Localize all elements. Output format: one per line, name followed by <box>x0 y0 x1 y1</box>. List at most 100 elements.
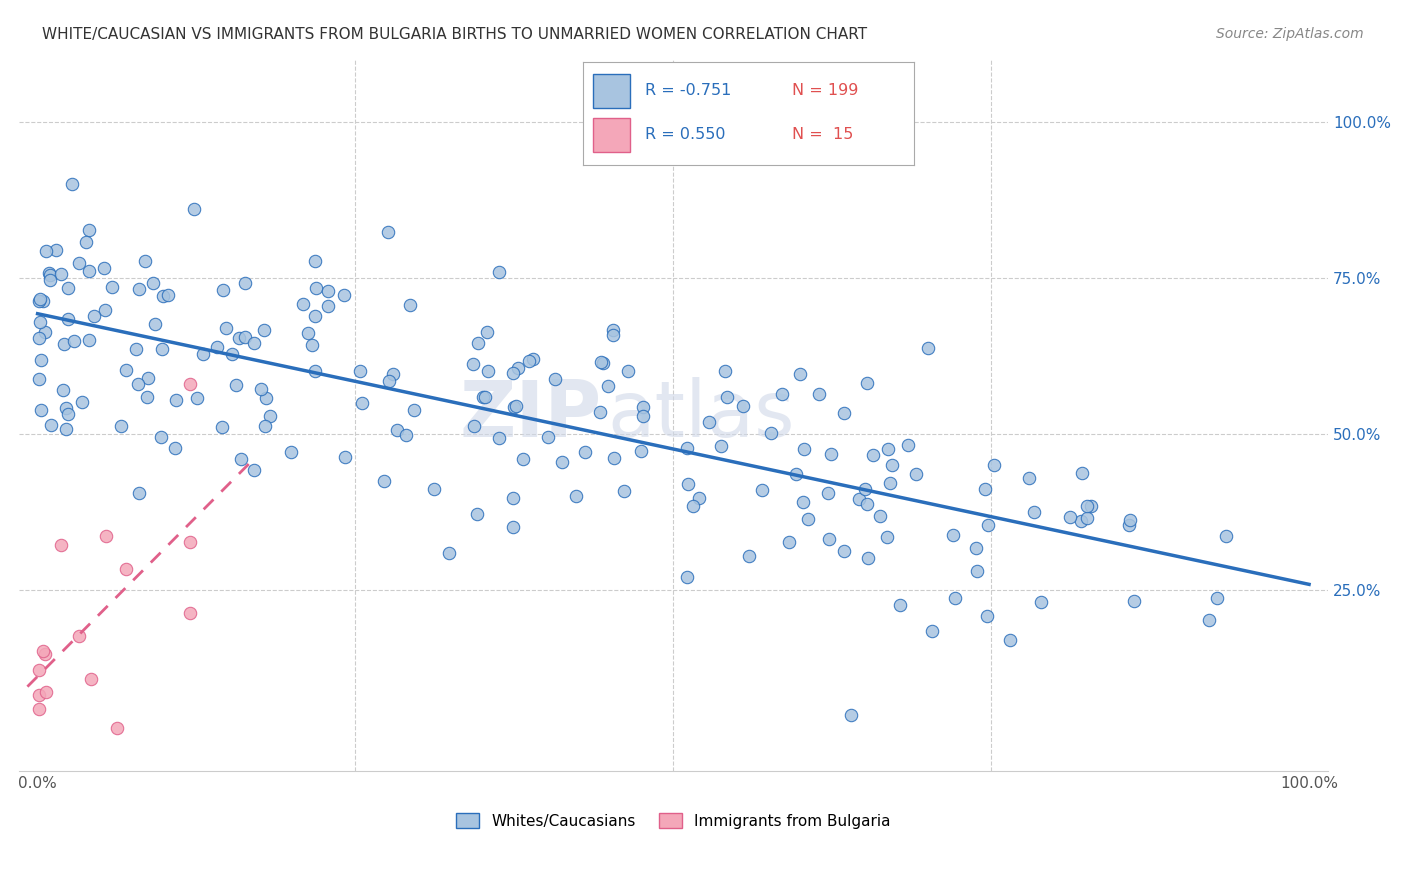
Point <box>115 562 138 576</box>
Point <box>127 377 149 392</box>
Point <box>467 336 489 351</box>
Point <box>710 439 733 453</box>
Point <box>254 391 277 405</box>
Point <box>716 390 738 404</box>
Point <box>28 702 51 716</box>
Point <box>304 254 326 268</box>
Point <box>1080 499 1102 513</box>
Point <box>517 354 540 368</box>
Point <box>793 442 815 456</box>
Point <box>565 489 588 503</box>
Point <box>943 591 966 605</box>
Point <box>1215 529 1237 543</box>
Point <box>697 415 720 429</box>
Text: N = 199: N = 199 <box>792 83 858 98</box>
Point <box>505 399 527 413</box>
Point <box>128 282 150 296</box>
Point <box>713 364 735 378</box>
Point <box>305 281 328 295</box>
Point <box>602 323 624 337</box>
Point <box>1070 514 1092 528</box>
Point <box>28 663 51 677</box>
Point <box>38 266 60 280</box>
Point <box>259 409 281 424</box>
Point <box>832 543 855 558</box>
Point <box>179 377 201 392</box>
Point <box>738 549 761 563</box>
Point <box>30 353 52 368</box>
Point <box>381 368 404 382</box>
Point <box>163 442 186 456</box>
Point <box>136 370 159 384</box>
Point <box>1118 517 1140 532</box>
Point <box>889 598 911 612</box>
Point <box>630 444 652 458</box>
Point <box>205 340 228 354</box>
Point <box>1123 594 1146 608</box>
Point <box>280 444 302 458</box>
Point <box>28 331 51 345</box>
Point <box>32 644 55 658</box>
Point <box>378 374 401 388</box>
Point <box>93 260 115 275</box>
Point <box>225 377 247 392</box>
Point <box>402 402 425 417</box>
Point <box>472 390 495 404</box>
Point <box>751 483 773 498</box>
Point <box>28 314 51 328</box>
Point <box>30 403 52 417</box>
Point <box>770 387 793 401</box>
Point <box>544 372 567 386</box>
Point <box>603 451 626 466</box>
Point <box>53 336 76 351</box>
Point <box>856 376 879 390</box>
Point <box>235 330 257 344</box>
Point <box>853 482 876 496</box>
Point <box>49 538 72 552</box>
Point <box>796 512 818 526</box>
Point <box>676 476 699 491</box>
Point <box>316 285 339 299</box>
Text: atlas: atlas <box>607 377 796 453</box>
Point <box>862 449 884 463</box>
Point <box>917 341 939 355</box>
Point <box>848 491 870 506</box>
Point <box>1076 510 1098 524</box>
Point <box>254 419 277 434</box>
Point <box>856 551 879 566</box>
Point <box>150 343 173 357</box>
Point <box>110 418 132 433</box>
Point <box>613 483 636 498</box>
Point <box>973 482 995 496</box>
Point <box>165 392 187 407</box>
Point <box>373 475 395 489</box>
Point <box>77 264 100 278</box>
Point <box>28 372 51 386</box>
Point <box>304 309 326 323</box>
Point <box>152 289 174 303</box>
Point <box>301 337 323 351</box>
Point <box>785 467 807 482</box>
Point <box>1031 595 1053 609</box>
Point <box>142 276 165 290</box>
Point <box>588 405 610 419</box>
Point <box>304 364 326 378</box>
Point <box>231 452 253 467</box>
Text: R = 0.550: R = 0.550 <box>644 128 725 142</box>
Point <box>818 532 841 546</box>
Point <box>537 429 560 443</box>
Point <box>475 325 498 339</box>
Point <box>1070 467 1092 481</box>
Point <box>688 491 710 505</box>
Point <box>602 328 624 343</box>
Point <box>253 323 276 337</box>
Point <box>631 409 654 423</box>
Point <box>817 486 839 500</box>
Point <box>83 310 105 324</box>
Point <box>869 509 891 524</box>
Text: N =  15: N = 15 <box>792 128 853 142</box>
Point <box>191 347 214 361</box>
Point <box>94 303 117 318</box>
Point <box>35 685 58 699</box>
Point <box>55 401 77 415</box>
